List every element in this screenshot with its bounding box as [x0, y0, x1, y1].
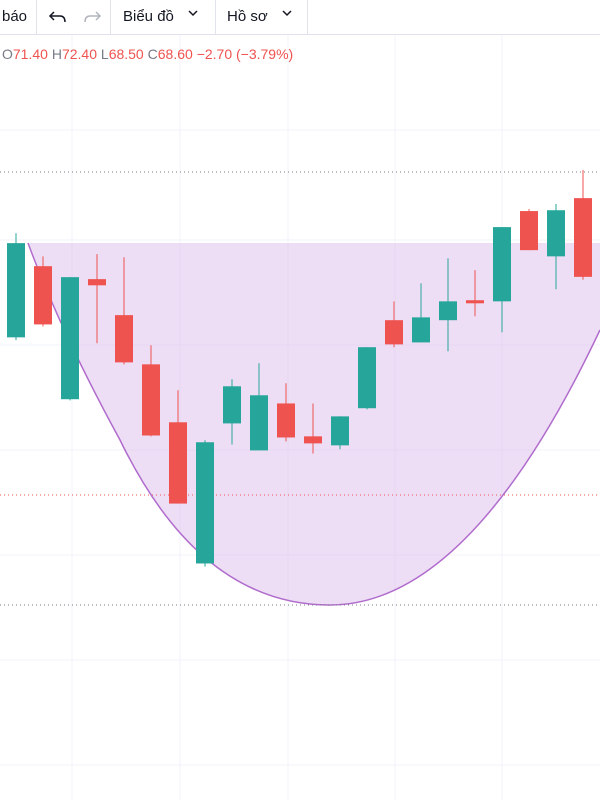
- chevron: [282, 10, 292, 17]
- candle-body: [520, 211, 538, 251]
- candle-body: [277, 403, 295, 438]
- candle-body: [304, 436, 322, 444]
- candle-body: [115, 315, 133, 363]
- ohlc-legend: O71.40 H72.40 L68.50 C68.60 −2.70 (−3.79…: [2, 46, 293, 62]
- candles: [7, 170, 592, 567]
- candle-body: [412, 317, 430, 343]
- candle-body: [7, 243, 25, 338]
- candle-body: [196, 442, 214, 564]
- candle-body: [385, 320, 403, 345]
- legend-key: O: [2, 46, 13, 62]
- candle-body: [439, 301, 457, 321]
- candle-body: [88, 279, 106, 286]
- undo-redo[interactable]: [40, 0, 120, 34]
- candle-body: [493, 227, 511, 302]
- candle-body: [142, 364, 160, 436]
- legend-key: L: [100, 46, 109, 62]
- toolbar: báo Biểu đồ Hồ sơ: [0, 0, 600, 35]
- candle-body: [331, 416, 349, 446]
- toolbar-item[interactable]: Biểu đồ: [123, 8, 174, 25]
- legend-value: 71.40: [12, 46, 48, 62]
- legend-value: 72.40: [61, 46, 97, 62]
- legend-value: 68.50: [108, 46, 144, 62]
- legend-value: 68.60: [157, 46, 193, 62]
- candle-body: [547, 210, 565, 257]
- candle-body: [169, 422, 187, 504]
- candle-body: [250, 395, 268, 451]
- candle-body: [466, 300, 484, 304]
- legend-key: C: [147, 46, 158, 62]
- cup-pattern: [28, 243, 600, 605]
- candle-body: [358, 347, 376, 409]
- toolbar-item[interactable]: báo: [2, 8, 28, 25]
- candle-body: [574, 198, 592, 277]
- candle-body: [61, 277, 79, 400]
- candle-body: [34, 266, 52, 325]
- chevron: [188, 10, 198, 17]
- legend-key: H: [51, 46, 62, 62]
- candle-body: [223, 386, 241, 424]
- legend-change: −2.70 (−3.79%): [196, 46, 294, 62]
- toolbar-item[interactable]: Hồ sơ: [227, 8, 268, 25]
